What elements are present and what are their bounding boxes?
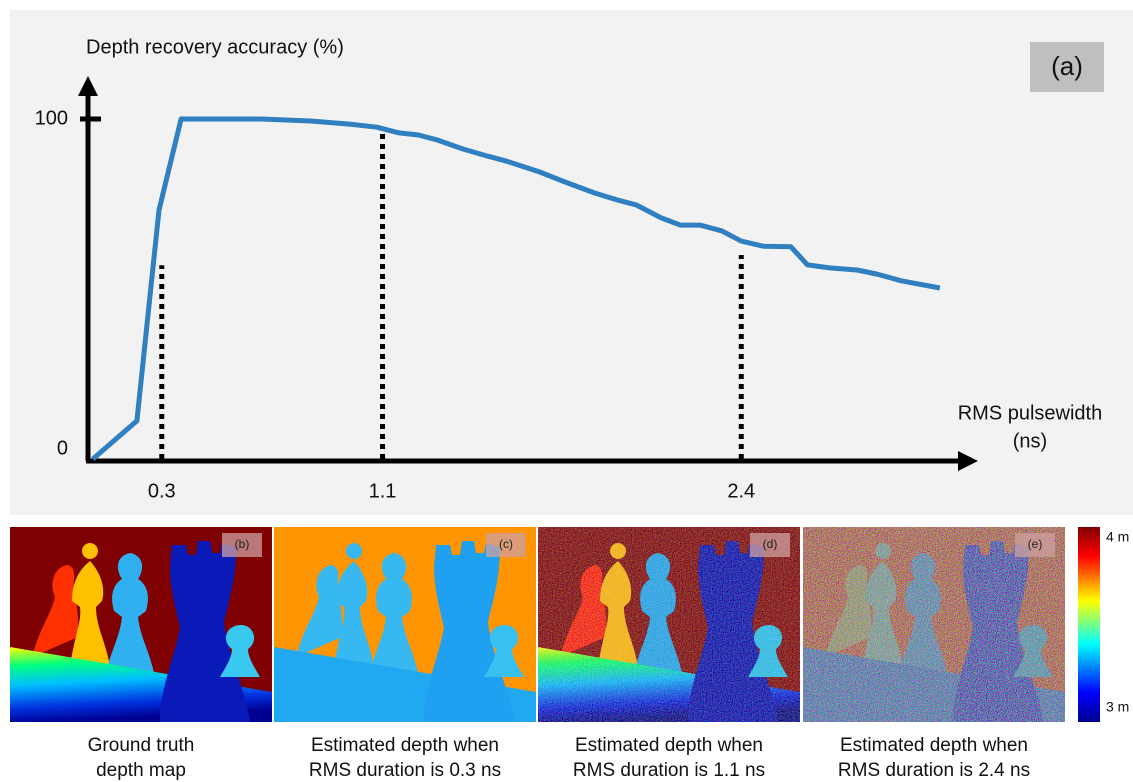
chart-background bbox=[10, 10, 1133, 515]
caption: depth map bbox=[96, 760, 186, 781]
chess-piece bbox=[610, 543, 626, 559]
depth-image: (e) bbox=[803, 527, 1065, 722]
caption: RMS duration is 1.1 ns bbox=[573, 760, 765, 781]
caption: Estimated depth when bbox=[311, 735, 499, 756]
chess-piece bbox=[82, 543, 98, 559]
caption: Estimated depth when bbox=[575, 735, 763, 756]
caption: Estimated depth when bbox=[840, 735, 1028, 756]
chess-piece bbox=[875, 543, 891, 559]
y-tick-label: 0 bbox=[57, 437, 68, 459]
panel-label: (b) bbox=[235, 537, 250, 551]
caption: RMS duration is 0.3 ns bbox=[309, 760, 501, 781]
panel-label: (d) bbox=[763, 537, 778, 551]
y-tick-label: 100 bbox=[35, 107, 68, 129]
depth-image: (d) bbox=[538, 527, 800, 722]
x-tick-label: 0.3 bbox=[148, 480, 176, 502]
caption: RMS duration is 2.4 ns bbox=[838, 760, 1030, 781]
figure: Depth recovery accuracy (%) (a) RMS puls… bbox=[0, 0, 1133, 782]
colorbar-min-label: 3 m bbox=[1106, 699, 1129, 715]
x-axis-label: RMS pulsewidth bbox=[958, 402, 1103, 424]
panel-label: (e) bbox=[1028, 537, 1043, 551]
depth-image: (b) bbox=[10, 527, 272, 722]
colorbar-max-label: 4 m bbox=[1106, 529, 1129, 545]
panel-label: (a) bbox=[1051, 51, 1083, 81]
x-tick-label: 1.1 bbox=[369, 480, 397, 502]
panel-label: (c) bbox=[499, 537, 513, 551]
x-tick-label: 2.4 bbox=[727, 480, 755, 502]
chess-piece bbox=[346, 543, 362, 559]
colorbar bbox=[1078, 527, 1100, 722]
depth-image: (c) bbox=[274, 527, 536, 722]
caption: Ground truth bbox=[88, 735, 195, 756]
x-axis-label: (ns) bbox=[1013, 430, 1047, 452]
y-axis-label: Depth recovery accuracy (%) bbox=[86, 36, 344, 58]
